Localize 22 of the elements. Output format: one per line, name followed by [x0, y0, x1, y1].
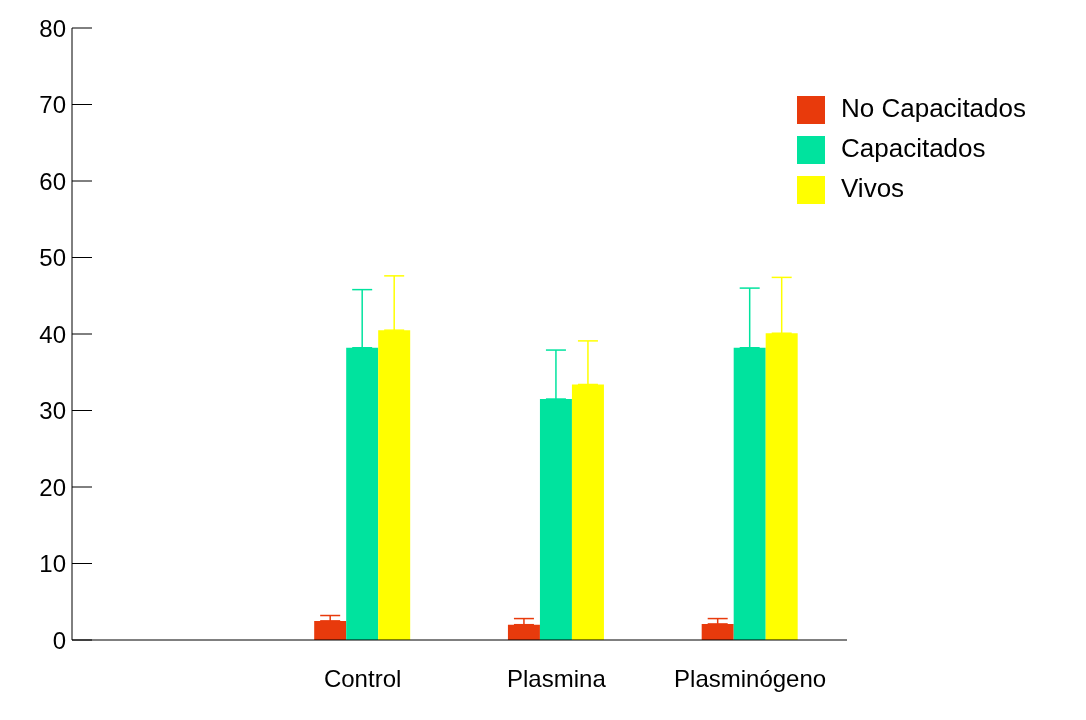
y-tick-label: 30: [39, 397, 66, 425]
x-tick-label: Plasmina: [507, 665, 607, 693]
y-tick-label: 80: [39, 14, 66, 42]
bar: [378, 330, 411, 640]
legend-label: Capacitados: [841, 133, 986, 163]
x-tick-label: Control: [323, 665, 402, 693]
bar: [765, 333, 798, 640]
y-tick-label: 60: [39, 167, 66, 195]
y-tick-label: 10: [39, 550, 66, 578]
y-tick-label: 0: [52, 626, 66, 654]
y-tick-label: 40: [39, 320, 66, 348]
bar: [346, 347, 379, 640]
y-tick-label: 70: [39, 91, 66, 119]
legend-label: No Capacitados: [841, 93, 1026, 123]
bar: [701, 623, 734, 640]
x-tick-label: Plasminógeno: [674, 665, 827, 693]
bar: [539, 399, 572, 640]
bar: [733, 347, 766, 640]
y-tick-label: 50: [39, 244, 66, 272]
legend-label: Vivos: [841, 173, 905, 203]
y-tick-label: 20: [39, 473, 66, 501]
bar: [314, 620, 347, 640]
